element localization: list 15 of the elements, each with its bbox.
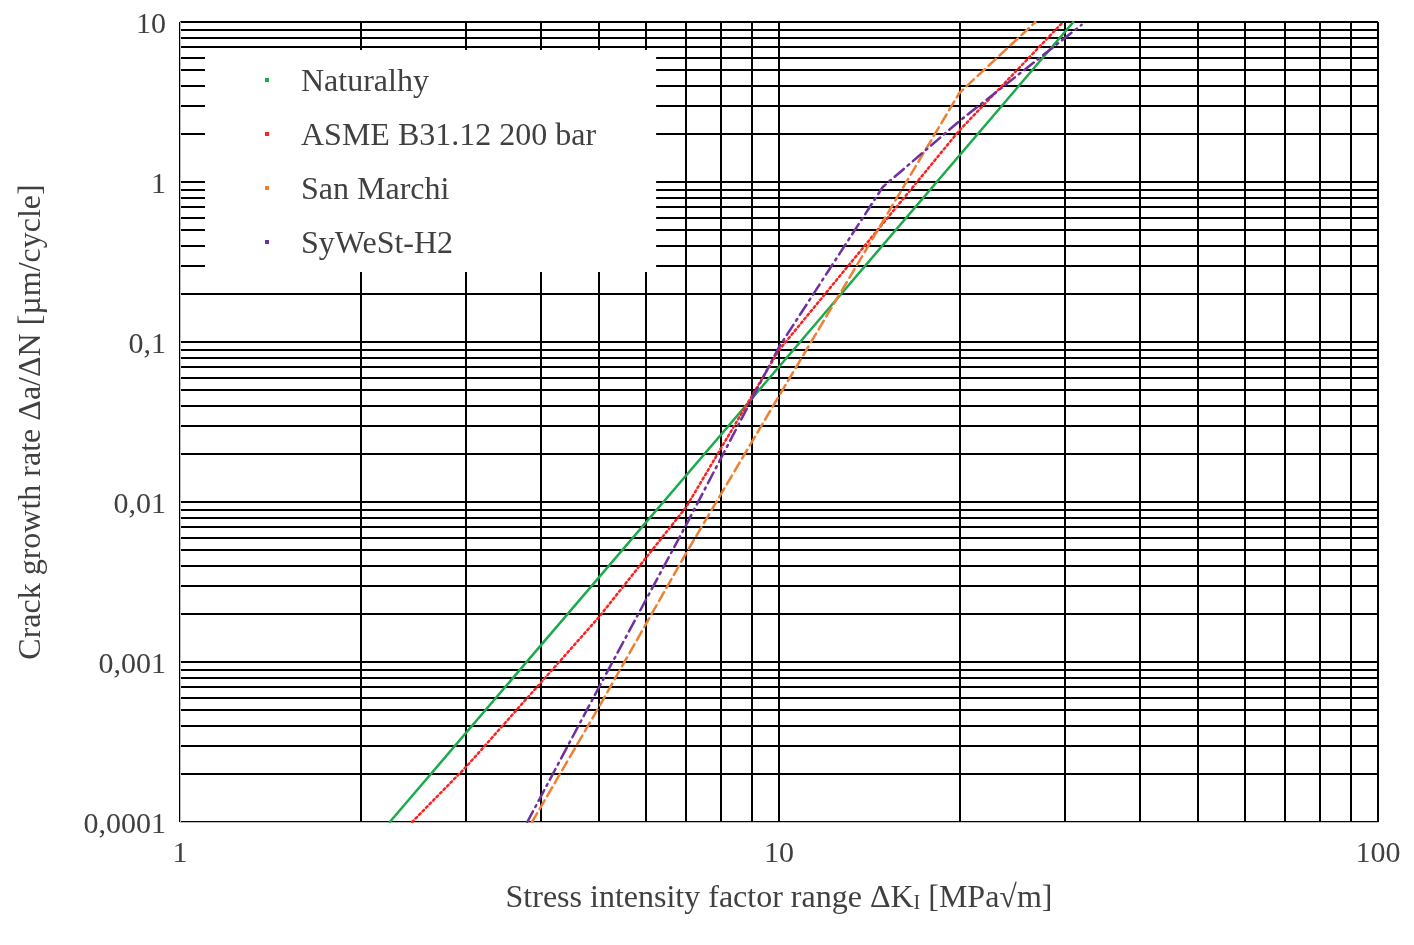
y-tick-label: 0,001 xyxy=(98,645,166,679)
y-tick-label: 0,1 xyxy=(128,325,166,359)
x-tick-label: 10 xyxy=(764,834,794,868)
y-tick-label: 0,01 xyxy=(113,485,166,519)
legend-label: SyWeSt-H2 xyxy=(301,224,454,260)
y-tick-label: 10 xyxy=(136,5,166,39)
y-axis-title: Crack growth rate Δa/ΔN [µm/cycle] xyxy=(11,184,47,660)
legend-label: Naturalhy xyxy=(301,62,429,98)
x-tick-label: 1 xyxy=(172,834,188,868)
legend-label: San Marchi xyxy=(301,170,450,206)
x-axis-title: Stress intensity factor range ΔKI [MPa√m] xyxy=(505,878,1053,914)
y-tick-label: 1 xyxy=(151,165,166,199)
x-tick-label: 100 xyxy=(1355,834,1401,868)
y-tick-label: 0,0001 xyxy=(83,805,166,839)
legend-label: ASME B31.12 200 bar xyxy=(301,116,597,152)
